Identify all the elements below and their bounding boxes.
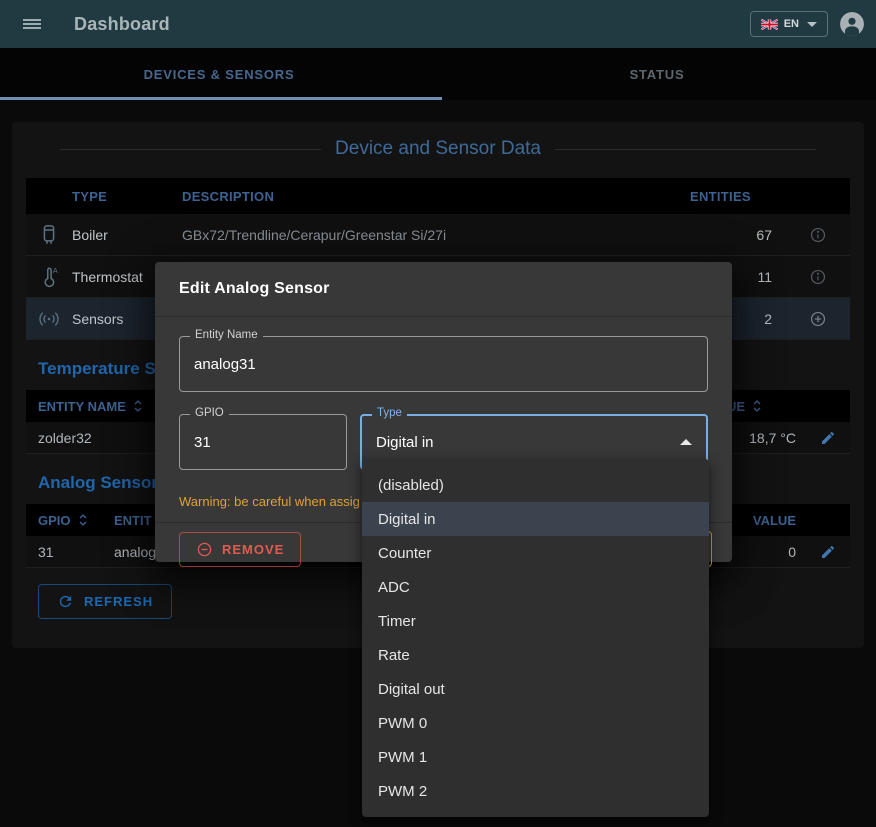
user-avatar[interactable] bbox=[840, 12, 864, 36]
dropdown-option-digital-in[interactable]: Digital in bbox=[362, 502, 709, 536]
info-icon[interactable] bbox=[786, 268, 850, 286]
dropdown-option-disabled[interactable]: (disabled) bbox=[378, 476, 444, 494]
info-icon[interactable] bbox=[786, 226, 850, 244]
col-gpio: GPIO bbox=[38, 512, 71, 528]
remove-label: REMOVE bbox=[222, 541, 285, 557]
dropdown-option-pwm1[interactable]: PWM 1 bbox=[378, 748, 428, 766]
entity-name-field[interactable]: Entity Name analog31 bbox=[179, 329, 708, 392]
table-row-boiler[interactable]: Boiler GBx72/Trendline/Cerapur/Greenstar… bbox=[26, 214, 850, 256]
device-entities-count: 2 bbox=[764, 310, 772, 327]
sensor-value: 18,7 °C bbox=[749, 429, 796, 446]
uk-flag-icon bbox=[760, 18, 778, 30]
sort-entity-name[interactable]: ENTITY NAME bbox=[26, 399, 176, 414]
dropdown-option-pwm0[interactable]: PWM 0 bbox=[378, 714, 428, 732]
warning-text: Warning: be careful when assig bbox=[179, 494, 360, 509]
dropdown-option-rate[interactable]: Rate bbox=[378, 646, 410, 664]
sort-icon bbox=[79, 514, 86, 526]
dropdown-option-counter[interactable]: Counter bbox=[378, 544, 432, 562]
edit-icon[interactable] bbox=[806, 430, 850, 446]
gpio-value: 31 bbox=[194, 433, 211, 451]
app-bar: Dashboard EN bbox=[0, 0, 876, 48]
entity-name: zolder32 bbox=[38, 429, 92, 446]
col-value: VALUE bbox=[752, 512, 796, 528]
col-description: DESCRIPTION bbox=[182, 188, 275, 204]
active-tab-indicator bbox=[0, 97, 442, 100]
chevron-down-icon bbox=[807, 21, 817, 27]
language-selector[interactable]: EN bbox=[749, 11, 828, 37]
thermostat-icon: A bbox=[26, 266, 72, 288]
device-type: Boiler bbox=[72, 226, 108, 243]
col-entity-name: ENTITY NAME bbox=[38, 398, 126, 414]
dropdown-option-digital-out[interactable]: Digital out bbox=[378, 680, 445, 698]
col-entities: ENTITIES bbox=[690, 188, 751, 204]
dialog-header: Edit Analog Sensor bbox=[155, 262, 732, 317]
device-type: Sensors bbox=[72, 310, 124, 327]
type-dropdown-menu: (disabled) Digital in Counter ADC Timer … bbox=[362, 459, 709, 817]
chevron-up-icon bbox=[680, 439, 692, 445]
temperature-section-heading: Temperature Se bbox=[38, 359, 166, 378]
sort-gpio[interactable]: GPIO bbox=[26, 513, 114, 528]
gpio-field[interactable]: GPIO 31 bbox=[179, 407, 347, 470]
card-title-row: Device and Sensor Data bbox=[60, 138, 817, 160]
device-entities-count: 67 bbox=[756, 226, 772, 243]
language-code: EN bbox=[783, 18, 799, 30]
tab-status[interactable]: STATUS bbox=[629, 66, 685, 82]
device-description: GBx72/Trendline/Cerapur/Greenstar Si/27i bbox=[182, 226, 447, 243]
dropdown-option-adc[interactable]: ADC bbox=[378, 578, 410, 596]
sort-icon bbox=[753, 400, 761, 412]
analog-section-heading: Analog Sensors bbox=[38, 473, 168, 492]
page-title: Device and Sensor Data bbox=[335, 138, 541, 159]
col-type: TYPE bbox=[72, 188, 108, 204]
entity-name-value: analog31 bbox=[194, 355, 256, 373]
gpio-number: 31 bbox=[38, 543, 54, 560]
remove-icon bbox=[197, 542, 212, 556]
svg-text:A: A bbox=[53, 266, 58, 275]
device-table-header: TYPE DESCRIPTION ENTITIES bbox=[26, 178, 850, 214]
refresh-button[interactable]: REFRESH bbox=[38, 584, 173, 619]
remove-button[interactable]: REMOVE bbox=[179, 531, 302, 567]
sensors-icon bbox=[26, 310, 72, 328]
refresh-label: REFRESH bbox=[84, 594, 154, 609]
menu-icon[interactable] bbox=[14, 6, 50, 42]
dropdown-option-timer[interactable]: Timer bbox=[378, 612, 416, 630]
tab-devices-sensors[interactable]: DEVICES & SENSORS bbox=[143, 66, 295, 82]
device-entities-count: 11 bbox=[757, 268, 772, 285]
entity-name-label: Entity Name bbox=[190, 329, 263, 341]
boiler-icon bbox=[26, 224, 72, 246]
dialog-title: Edit Analog Sensor bbox=[179, 280, 330, 297]
app-title: Dashboard bbox=[74, 13, 170, 34]
type-value: Digital in bbox=[376, 433, 434, 451]
dropdown-option-pwm2[interactable]: PWM 2 bbox=[378, 782, 428, 800]
refresh-icon bbox=[59, 595, 72, 608]
sensor-value: 0 bbox=[788, 543, 796, 560]
type-label: Type bbox=[372, 407, 407, 419]
device-type: Thermostat bbox=[72, 268, 143, 285]
add-icon[interactable] bbox=[786, 310, 850, 328]
sort-icon bbox=[134, 400, 142, 412]
col-entity: ENTIT bbox=[114, 512, 152, 528]
tab-bar: DEVICES & SENSORS STATUS bbox=[0, 48, 876, 100]
edit-icon[interactable] bbox=[806, 544, 850, 560]
gpio-label: GPIO bbox=[190, 407, 229, 419]
